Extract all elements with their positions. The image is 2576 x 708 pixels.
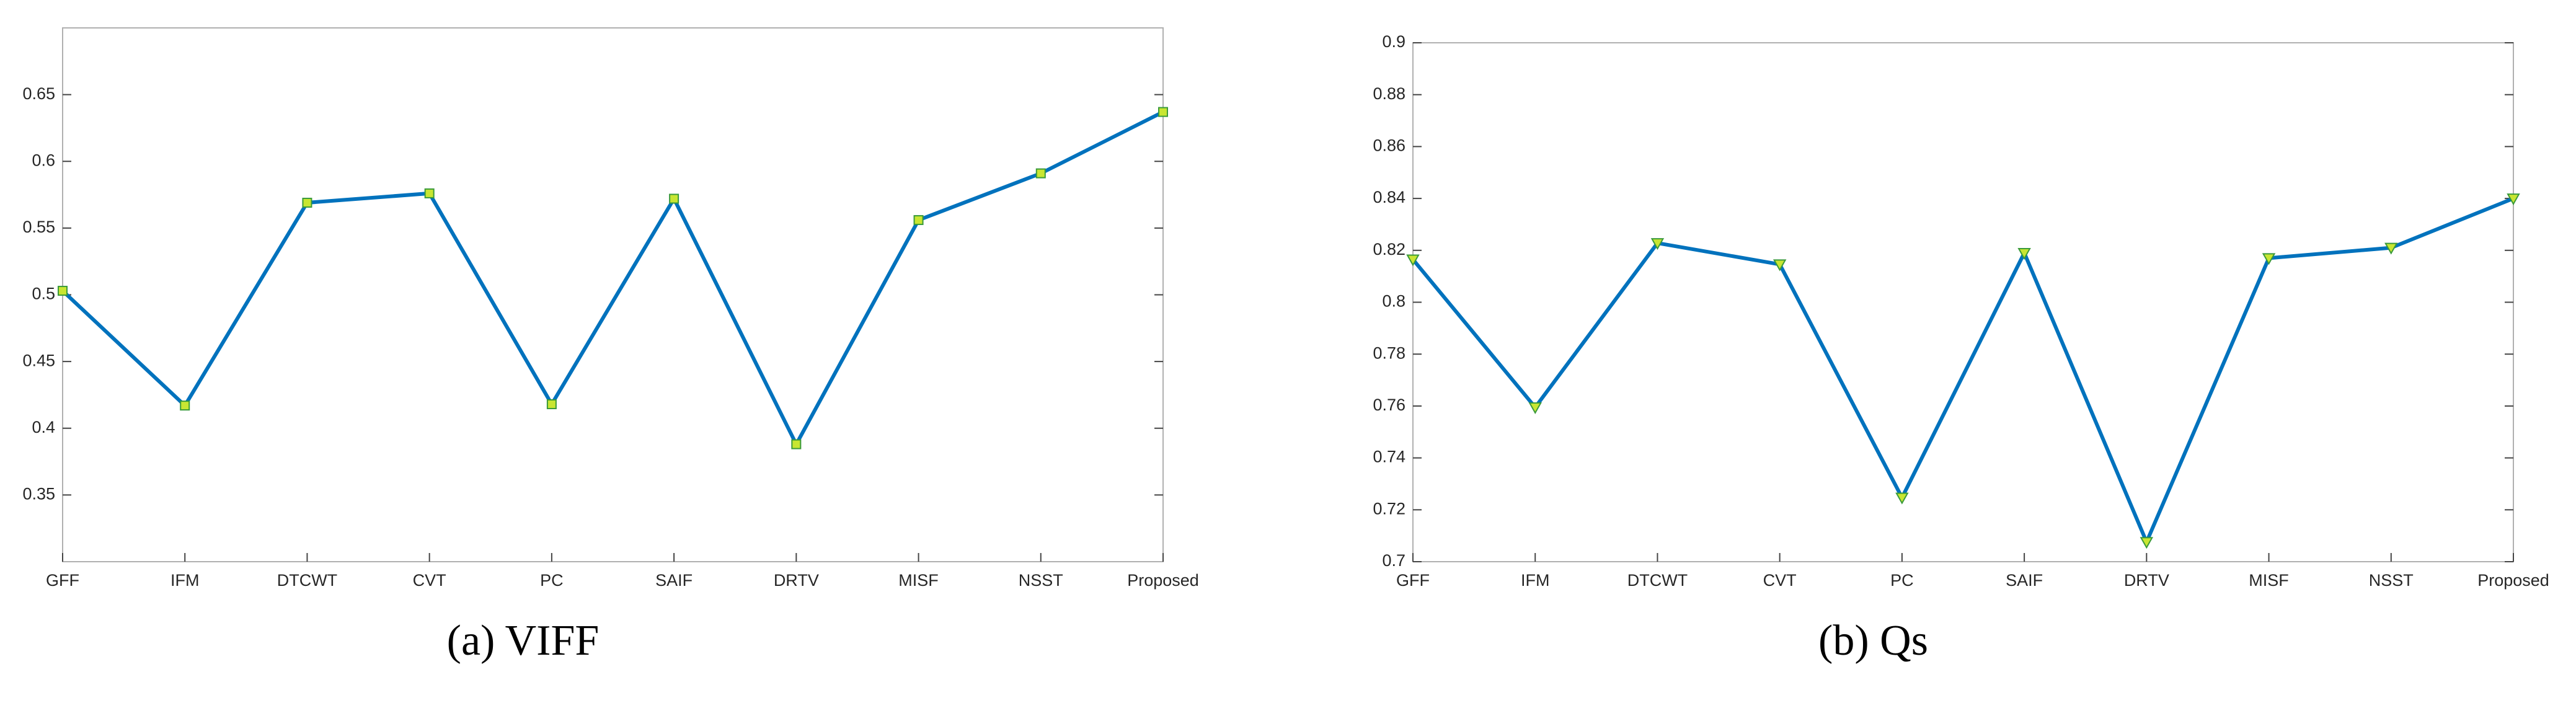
- x-tick-label: IFM: [170, 571, 200, 590]
- marker: [2262, 253, 2276, 265]
- y-tick-label: 0.9: [1382, 32, 1405, 51]
- line: [61, 110, 1164, 446]
- x-tick-label: DRTV: [2124, 571, 2169, 590]
- y-tick-label: 0.8: [1382, 292, 1405, 311]
- marker: [1035, 168, 1046, 179]
- marker: [2384, 242, 2398, 255]
- x-tick-label: PC: [540, 571, 564, 590]
- plot-frame: [62, 27, 1164, 562]
- caption: (b) Qs: [1818, 617, 1928, 665]
- x-tick-label: Proposed: [2477, 571, 2549, 590]
- marker: [1528, 402, 1542, 415]
- caption: (a) VIFF: [447, 617, 600, 665]
- x-tick-label: SAIF: [2006, 571, 2043, 590]
- y-tick-label: 0.7: [1382, 551, 1405, 570]
- plot-frame: [1412, 42, 2514, 562]
- marker: [2140, 537, 2154, 549]
- marker: [1650, 238, 1665, 250]
- y-tick-label: 0.72: [1373, 499, 1405, 518]
- x-tick-label: CVT: [413, 571, 446, 590]
- marker: [1895, 492, 1909, 505]
- marker: [1773, 259, 1787, 272]
- marker: [1406, 254, 1420, 267]
- y-tick-label: 0.82: [1373, 240, 1405, 259]
- marker: [2017, 247, 2031, 260]
- x-tick-label: GFF: [1396, 571, 1430, 590]
- line: [1411, 197, 2515, 544]
- y-tick-label: 0.35: [22, 485, 55, 503]
- marker: [1158, 107, 1168, 117]
- marker: [546, 399, 557, 410]
- y-tick-label: 0.74: [1373, 448, 1405, 466]
- y-tick-label: 0.76: [1373, 396, 1405, 414]
- marker: [2507, 193, 2520, 206]
- x-tick-label: GFF: [46, 571, 79, 590]
- marker: [669, 193, 679, 204]
- y-tick-label: 0.4: [32, 418, 55, 436]
- marker: [58, 286, 68, 296]
- x-tick-label: Proposed: [1127, 571, 1199, 590]
- y-tick-label: 0.6: [32, 151, 55, 169]
- x-tick-label: SAIF: [655, 571, 693, 590]
- y-tick-label: 0.65: [22, 84, 55, 103]
- x-tick-label: CVT: [1763, 571, 1797, 590]
- marker: [180, 400, 190, 411]
- x-tick-label: MISF: [2249, 571, 2289, 590]
- x-tick-label: DTCWT: [1627, 571, 1688, 590]
- marker: [424, 188, 435, 198]
- y-tick-label: 0.84: [1373, 188, 1405, 206]
- marker: [302, 197, 312, 208]
- marker: [791, 439, 802, 449]
- y-tick-label: 0.88: [1373, 84, 1405, 103]
- y-tick-label: 0.86: [1373, 136, 1405, 155]
- x-tick-label: PC: [1890, 571, 1914, 590]
- x-tick-label: DTCWT: [277, 571, 337, 590]
- y-tick-label: 0.45: [22, 351, 55, 369]
- y-tick-label: 0.55: [22, 218, 55, 236]
- x-tick-label: DRTV: [774, 571, 819, 590]
- x-tick-label: IFM: [1521, 571, 1550, 590]
- x-tick-label: NSST: [1019, 571, 1063, 590]
- y-tick-label: 0.78: [1373, 343, 1405, 362]
- marker: [913, 215, 924, 225]
- x-tick-label: NSST: [2369, 571, 2414, 590]
- y-tick-label: 0.5: [32, 285, 55, 303]
- x-tick-label: MISF: [898, 571, 939, 590]
